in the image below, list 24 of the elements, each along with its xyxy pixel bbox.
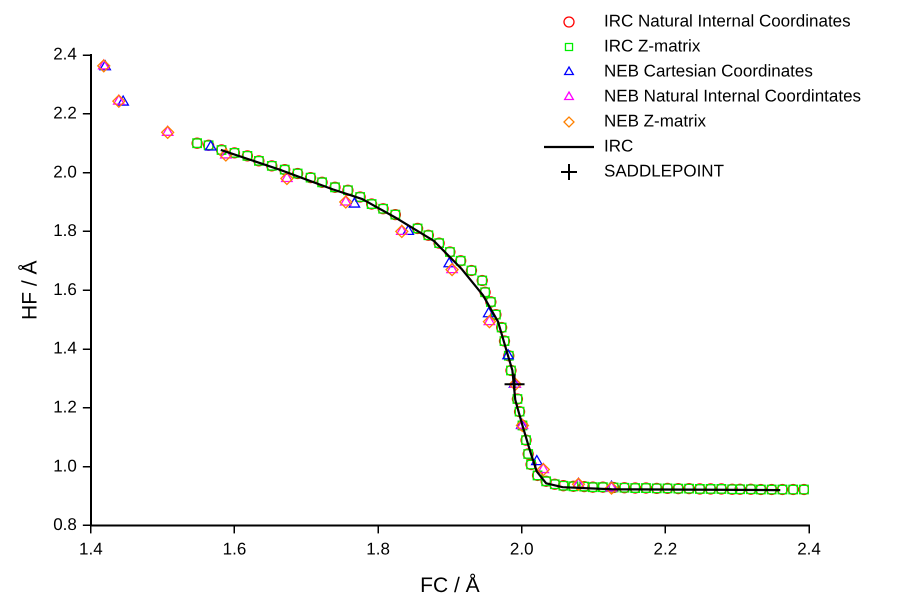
x-tick-label: 1.6	[222, 539, 246, 558]
x-tick-label: 2.4	[797, 539, 821, 558]
legend-label: SADDLEPOINT	[604, 162, 724, 181]
y-tick-label: 1.0	[53, 456, 77, 476]
legend-label: IRC	[604, 136, 634, 156]
legend-label: NEB Natural Internal Coordintates	[604, 86, 862, 106]
x-tick-label: 1.8	[366, 539, 390, 558]
x-tick-label: 2.0	[510, 539, 534, 558]
legend-label: NEB Z-matrix	[604, 112, 706, 131]
legend-label: IRC Z-matrix	[604, 36, 701, 56]
x-axis-title: FC / Å	[420, 573, 480, 598]
y-tick-label: 1.2	[53, 397, 77, 416]
legend-label: NEB Cartesian Coordinates	[604, 62, 813, 81]
y-tick-label: 2.0	[53, 162, 77, 182]
y-tick-label: 1.8	[53, 221, 77, 240]
y-tick-label: 1.6	[53, 280, 77, 299]
y-axis-title: HF / Å	[17, 260, 42, 320]
y-tick-label: 2.2	[53, 103, 77, 122]
x-tick-label: 1.4	[79, 539, 103, 558]
y-tick-label: 2.4	[53, 44, 77, 64]
legend-label: IRC Natural Internal Coordinates	[604, 12, 851, 31]
y-tick-label: 0.8	[53, 515, 77, 534]
y-tick-label: 1.4	[53, 338, 77, 358]
x-tick-label: 2.2	[654, 539, 678, 558]
